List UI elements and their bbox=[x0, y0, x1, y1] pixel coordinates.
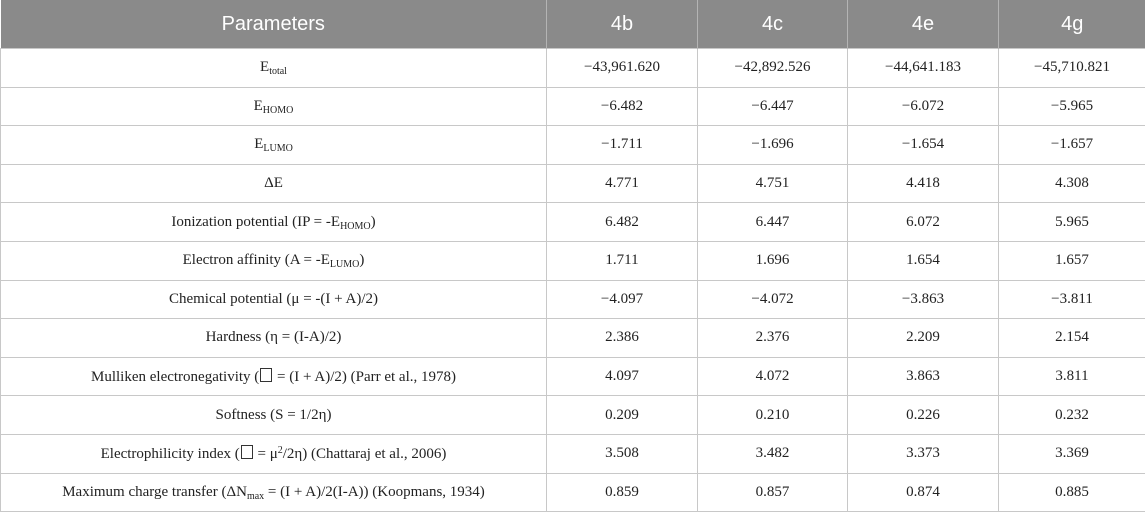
param-cell: Hardness (η = (I-A)/2) bbox=[1, 319, 547, 358]
param-cell: ELUMO bbox=[1, 126, 547, 165]
header-row: Parameters 4b 4c 4e 4g bbox=[1, 0, 1145, 49]
value-cell: 6.482 bbox=[547, 203, 698, 242]
value-cell: −43,961.620 bbox=[547, 49, 698, 88]
value-cell: 3.508 bbox=[547, 434, 698, 473]
value-cell: −1.654 bbox=[848, 126, 999, 165]
value-cell: 3.369 bbox=[999, 434, 1145, 473]
param-cell: Maximum charge transfer (ΔNmax = (I + A)… bbox=[1, 473, 547, 512]
value-cell: −3.863 bbox=[848, 280, 999, 319]
value-cell: 0.859 bbox=[547, 473, 698, 512]
value-cell: −3.811 bbox=[999, 280, 1145, 319]
missing-glyph-box bbox=[241, 445, 253, 459]
value-cell: 0.874 bbox=[848, 473, 999, 512]
param-cell: EHOMO bbox=[1, 87, 547, 126]
value-cell: 1.654 bbox=[848, 241, 999, 280]
table-row: Ionization potential (IP = -EHOMO) 6.482… bbox=[1, 203, 1145, 242]
table-row: ELUMO −1.711 −1.696 −1.654 −1.657 bbox=[1, 126, 1145, 165]
value-cell: 6.447 bbox=[698, 203, 848, 242]
value-cell: 0.209 bbox=[547, 396, 698, 435]
value-cell: −6.447 bbox=[698, 87, 848, 126]
header-4g: 4g bbox=[999, 0, 1145, 49]
param-cell: ΔE bbox=[1, 164, 547, 203]
value-cell: 0.232 bbox=[999, 396, 1145, 435]
param-cell: Chemical potential (μ = -(I + A)/2) bbox=[1, 280, 547, 319]
table-row: Electrophilicity index ( = μ2/2η) (Chatt… bbox=[1, 434, 1145, 473]
header-4e: 4e bbox=[848, 0, 999, 49]
value-cell: 4.308 bbox=[999, 164, 1145, 203]
param-cell: Mulliken electronegativity ( = (I + A)/2… bbox=[1, 357, 547, 396]
missing-glyph-box bbox=[260, 368, 272, 382]
value-cell: 6.072 bbox=[848, 203, 999, 242]
value-cell: 1.696 bbox=[698, 241, 848, 280]
param-cell: Electron affinity (A = -ELUMO) bbox=[1, 241, 547, 280]
value-cell: 1.657 bbox=[999, 241, 1145, 280]
value-cell: 4.771 bbox=[547, 164, 698, 203]
table-row: ΔE 4.771 4.751 4.418 4.308 bbox=[1, 164, 1145, 203]
param-cell: Etotal bbox=[1, 49, 547, 88]
table-row: Chemical potential (μ = -(I + A)/2) −4.0… bbox=[1, 280, 1145, 319]
value-cell: 2.386 bbox=[547, 319, 698, 358]
value-cell: 2.209 bbox=[848, 319, 999, 358]
value-cell: 0.885 bbox=[999, 473, 1145, 512]
value-cell: −44,641.183 bbox=[848, 49, 999, 88]
table-row: EHOMO −6.482 −6.447 −6.072 −5.965 bbox=[1, 87, 1145, 126]
table-row: Softness (S = 1/2η) 0.209 0.210 0.226 0.… bbox=[1, 396, 1145, 435]
value-cell: −42,892.526 bbox=[698, 49, 848, 88]
value-cell: 0.857 bbox=[698, 473, 848, 512]
value-cell: −4.072 bbox=[698, 280, 848, 319]
header-4b: 4b bbox=[547, 0, 698, 49]
param-cell: Electrophilicity index ( = μ2/2η) (Chatt… bbox=[1, 434, 547, 473]
param-cell: Ionization potential (IP = -EHOMO) bbox=[1, 203, 547, 242]
table-row: Maximum charge transfer (ΔNmax = (I + A)… bbox=[1, 473, 1145, 512]
value-cell: −45,710.821 bbox=[999, 49, 1145, 88]
value-cell: −6.482 bbox=[547, 87, 698, 126]
value-cell: 0.210 bbox=[698, 396, 848, 435]
value-cell: −4.097 bbox=[547, 280, 698, 319]
value-cell: −5.965 bbox=[999, 87, 1145, 126]
value-cell: 3.373 bbox=[848, 434, 999, 473]
table-row: Electron affinity (A = -ELUMO) 1.711 1.6… bbox=[1, 241, 1145, 280]
value-cell: −1.657 bbox=[999, 126, 1145, 165]
value-cell: 5.965 bbox=[999, 203, 1145, 242]
header-4c: 4c bbox=[698, 0, 848, 49]
table-row: Hardness (η = (I-A)/2) 2.386 2.376 2.209… bbox=[1, 319, 1145, 358]
value-cell: 4.418 bbox=[848, 164, 999, 203]
value-cell: 3.811 bbox=[999, 357, 1145, 396]
value-cell: 2.376 bbox=[698, 319, 848, 358]
header-parameters: Parameters bbox=[1, 0, 547, 49]
value-cell: 0.226 bbox=[848, 396, 999, 435]
value-cell: 4.751 bbox=[698, 164, 848, 203]
value-cell: −1.696 bbox=[698, 126, 848, 165]
table-row: Etotal −43,961.620 −42,892.526 −44,641.1… bbox=[1, 49, 1145, 88]
table-row: Mulliken electronegativity ( = (I + A)/2… bbox=[1, 357, 1145, 396]
value-cell: −6.072 bbox=[848, 87, 999, 126]
value-cell: 4.097 bbox=[547, 357, 698, 396]
param-cell: Softness (S = 1/2η) bbox=[1, 396, 547, 435]
value-cell: 3.482 bbox=[698, 434, 848, 473]
value-cell: 1.711 bbox=[547, 241, 698, 280]
value-cell: 3.863 bbox=[848, 357, 999, 396]
value-cell: 4.072 bbox=[698, 357, 848, 396]
value-cell: −1.711 bbox=[547, 126, 698, 165]
value-cell: 2.154 bbox=[999, 319, 1145, 358]
